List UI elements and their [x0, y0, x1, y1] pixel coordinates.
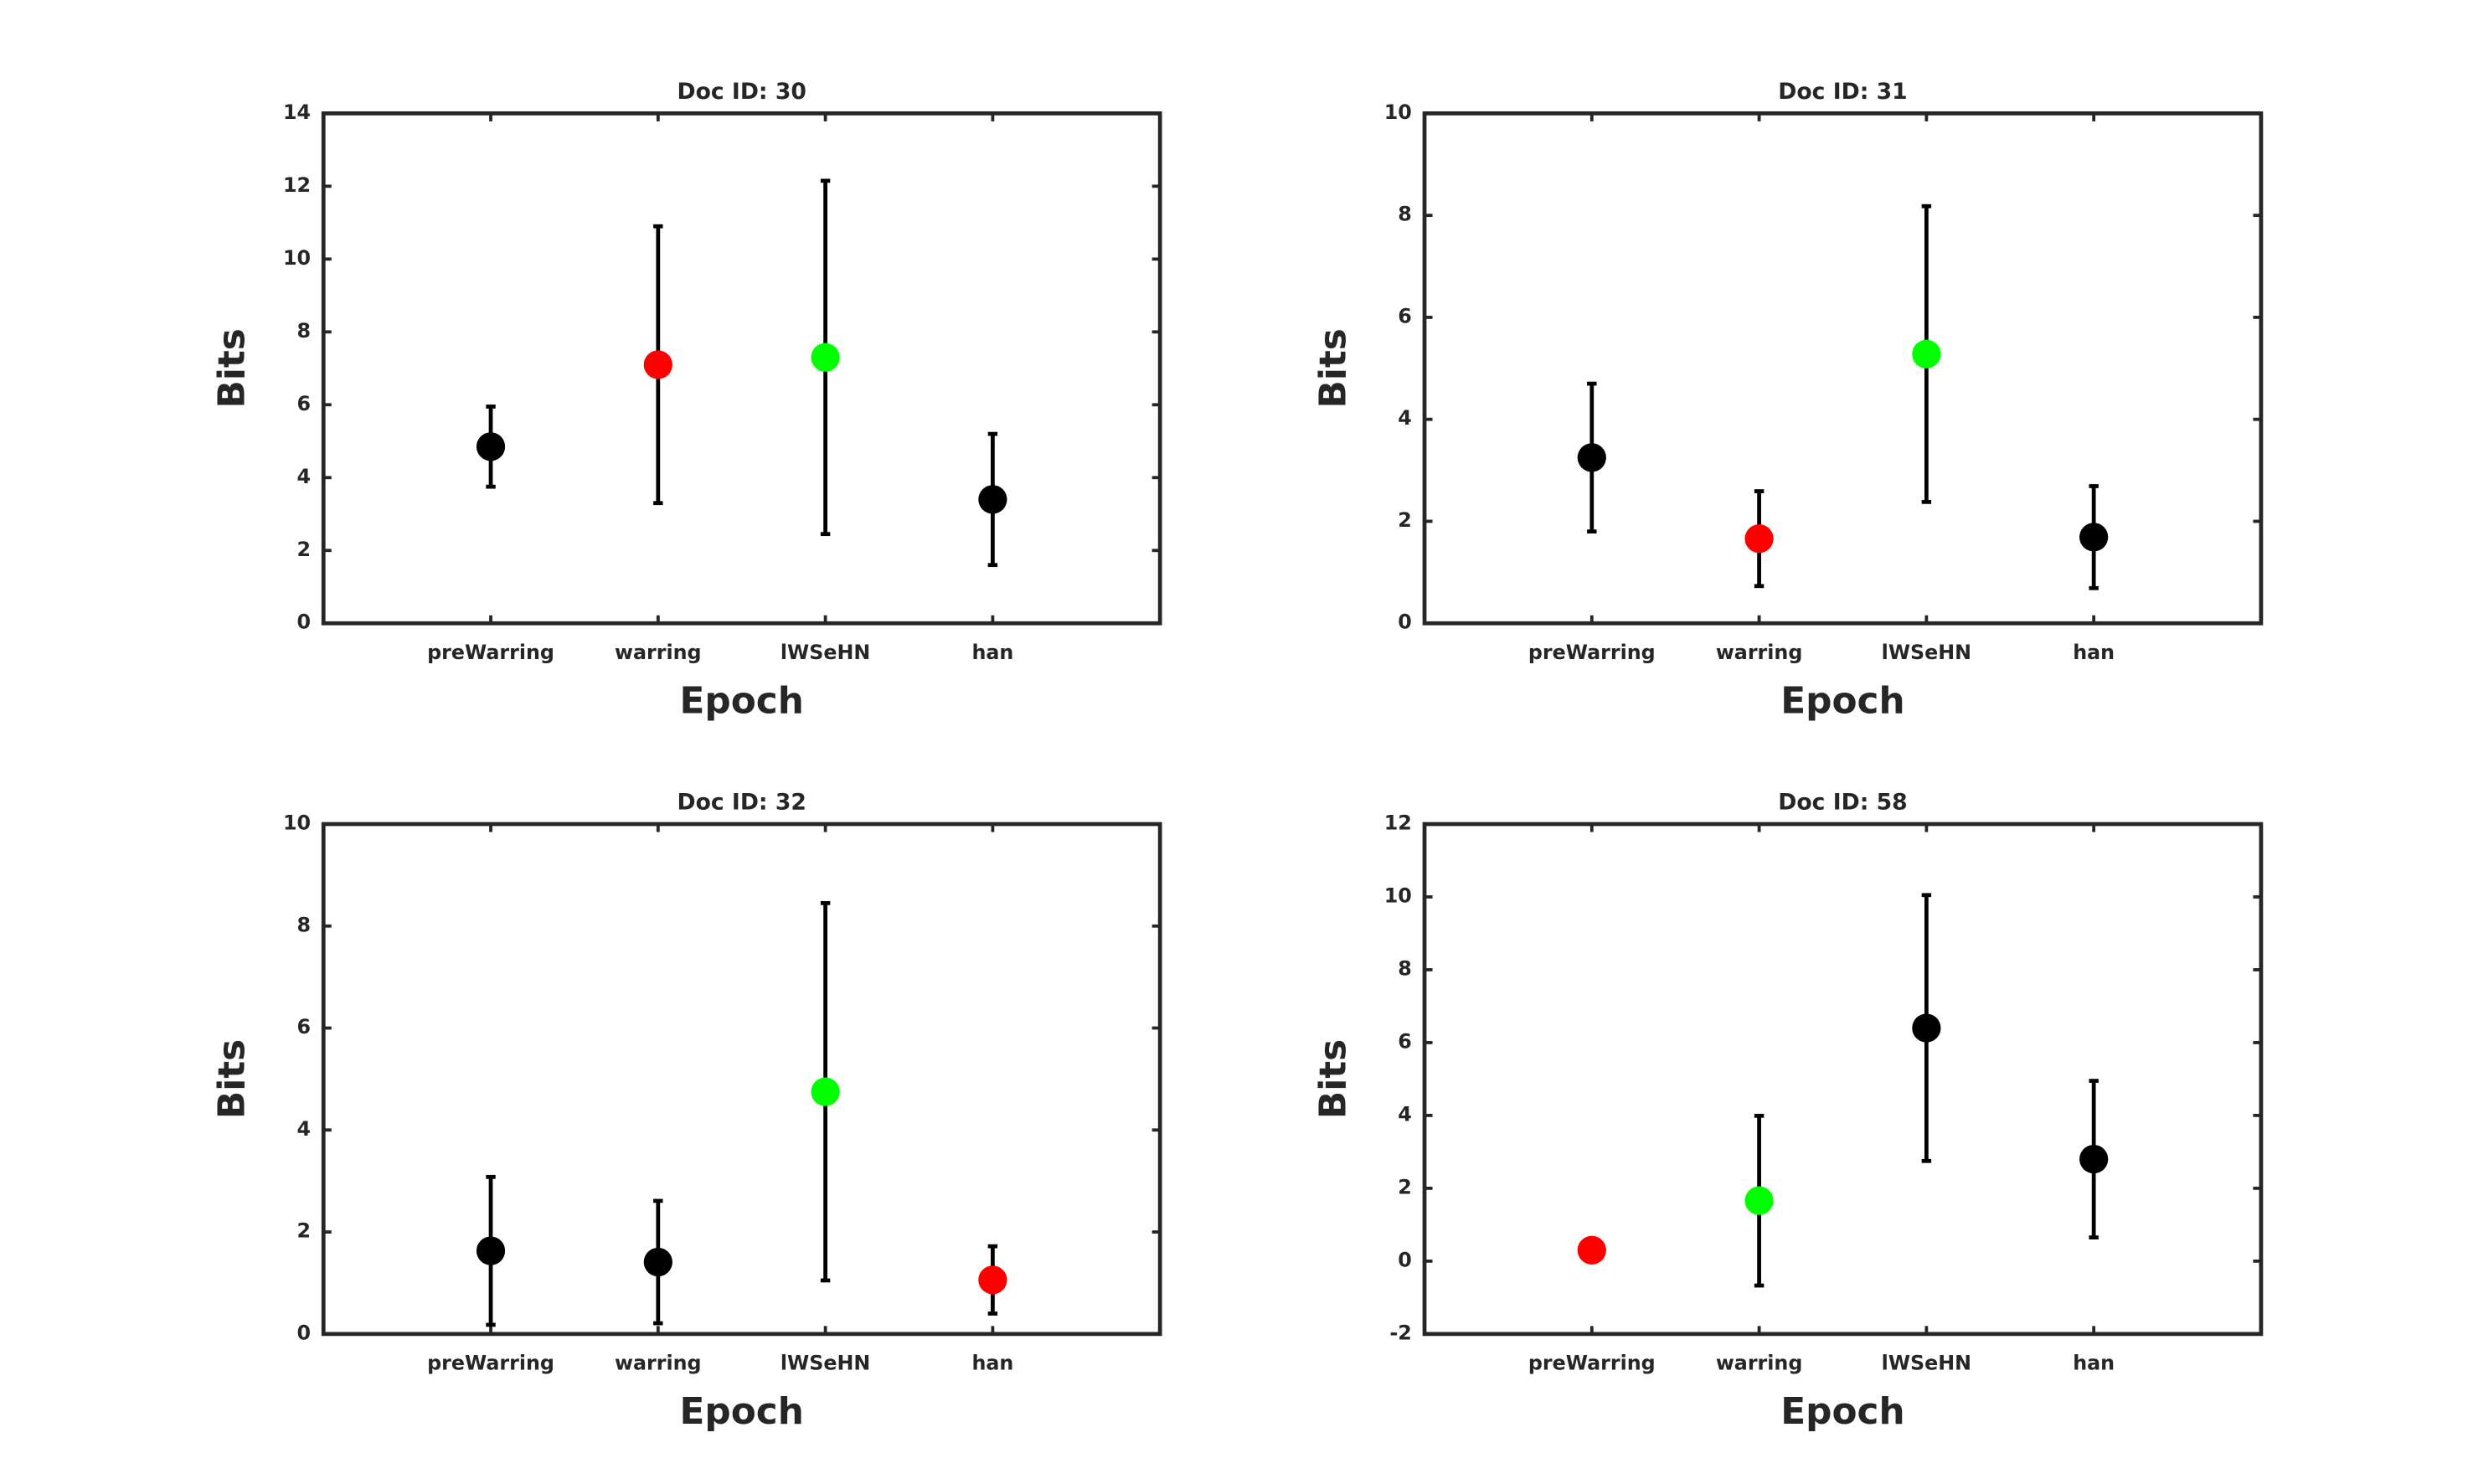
- x-axis-label: Epoch: [680, 1390, 804, 1433]
- data-point: [1912, 1013, 1941, 1043]
- x-tick-label: preWarring: [1528, 641, 1656, 664]
- subplot-title: Doc ID: 32: [677, 790, 806, 816]
- y-tick-label: 10: [1384, 884, 1412, 907]
- y-tick-label: 2: [296, 538, 311, 561]
- data-point: [1577, 443, 1606, 472]
- y-axis-label: Bits: [1311, 1039, 1354, 1119]
- x-tick-label: lWSeHN: [781, 641, 870, 664]
- y-tick-label: 8: [1398, 956, 1412, 980]
- x-tick-label: preWarring: [1528, 1352, 1656, 1375]
- plot-frame: [321, 822, 1162, 1337]
- x-tick-label: han: [2073, 641, 2115, 664]
- x-tick-label: han: [2073, 1352, 2115, 1375]
- y-tick-label: -2: [1389, 1321, 1411, 1344]
- x-tick-label: warring: [615, 641, 702, 664]
- data-point: [2079, 523, 2109, 552]
- x-tick-label: lWSeHN: [1882, 641, 1971, 664]
- x-axis-label: Epoch: [1780, 679, 1904, 722]
- y-tick-label: 8: [296, 319, 311, 343]
- y-tick-label: 4: [296, 1117, 311, 1141]
- data-point: [1744, 524, 1774, 554]
- y-tick-label: 4: [1398, 1102, 1412, 1126]
- x-tick-label: han: [971, 1352, 1013, 1375]
- plot-frame: [321, 111, 1162, 626]
- data-point: [476, 432, 506, 461]
- x-tick-label: preWarring: [427, 1352, 554, 1375]
- y-tick-label: 8: [1398, 203, 1412, 226]
- subplot: Doc ID: 30 Epoch Bits 0 2 4 6 8 10 12 14 preWarring…: [211, 79, 1162, 722]
- data-point: [811, 343, 840, 372]
- y-tick-label: 10: [1384, 100, 1412, 124]
- y-tick-label: 0: [296, 611, 311, 634]
- x-tick-label: warring: [1716, 641, 1803, 664]
- y-tick-label: 2: [296, 1219, 311, 1243]
- y-tick-label: 12: [283, 173, 311, 197]
- subplot-title: Doc ID: 30: [677, 79, 806, 105]
- x-tick-label: preWarring: [427, 641, 554, 664]
- plot-frame: [1422, 111, 2264, 626]
- y-tick-label: 6: [296, 392, 311, 415]
- data-point: [978, 485, 1007, 514]
- y-tick-label: 4: [296, 465, 311, 488]
- x-axis-label: Epoch: [680, 679, 804, 722]
- data-point: [1744, 1186, 1774, 1215]
- data-point: [1577, 1235, 1606, 1265]
- y-tick-label: 0: [296, 1321, 311, 1344]
- y-tick-label: 6: [1398, 304, 1412, 327]
- y-tick-label: 10: [283, 246, 311, 270]
- subplot: Doc ID: 32 Epoch Bits 0 2 4 6 8 10 preWarring warr…: [211, 790, 1162, 1433]
- data-point: [811, 1077, 840, 1106]
- data-point: [2079, 1144, 2109, 1174]
- y-tick-label: 6: [296, 1015, 311, 1038]
- subplot: Doc ID: 31 Epoch Bits 0 2 4 6 8 10 preWarring warr…: [1311, 79, 2264, 722]
- data-point: [643, 350, 672, 379]
- x-axis-label: Epoch: [1780, 1390, 1904, 1433]
- x-tick-label: warring: [615, 1352, 702, 1375]
- x-tick-label: lWSeHN: [781, 1352, 870, 1375]
- y-axis-label: Bits: [1311, 328, 1354, 408]
- data-point: [643, 1247, 672, 1277]
- y-tick-label: 6: [1398, 1029, 1412, 1053]
- y-tick-label: 12: [1384, 811, 1412, 834]
- y-tick-label: 14: [283, 100, 311, 124]
- y-axis-label: Bits: [211, 1039, 254, 1119]
- x-tick-label: han: [971, 641, 1013, 664]
- y-tick-label: 0: [1398, 1248, 1412, 1271]
- y-tick-label: 0: [1398, 611, 1412, 634]
- subplot-title: Doc ID: 58: [1778, 790, 1907, 816]
- plot-frame: [1422, 822, 2264, 1337]
- y-tick-label: 8: [296, 913, 311, 936]
- x-tick-label: lWSeHN: [1882, 1352, 1971, 1375]
- data-point: [978, 1265, 1007, 1295]
- y-tick-label: 2: [1398, 1175, 1412, 1198]
- y-tick-label: 4: [1398, 406, 1412, 430]
- y-tick-label: 2: [1398, 508, 1412, 532]
- y-axis-label: Bits: [211, 328, 254, 408]
- x-tick-label: warring: [1716, 1352, 1803, 1375]
- subplot: Doc ID: 58 Epoch Bits -2 0 2 4 6 8 10 12 preWarring…: [1311, 790, 2264, 1433]
- y-tick-label: 10: [283, 811, 311, 834]
- data-point: [476, 1236, 506, 1265]
- data-point: [1912, 339, 1941, 368]
- subplot-title: Doc ID: 31: [1778, 79, 1907, 105]
